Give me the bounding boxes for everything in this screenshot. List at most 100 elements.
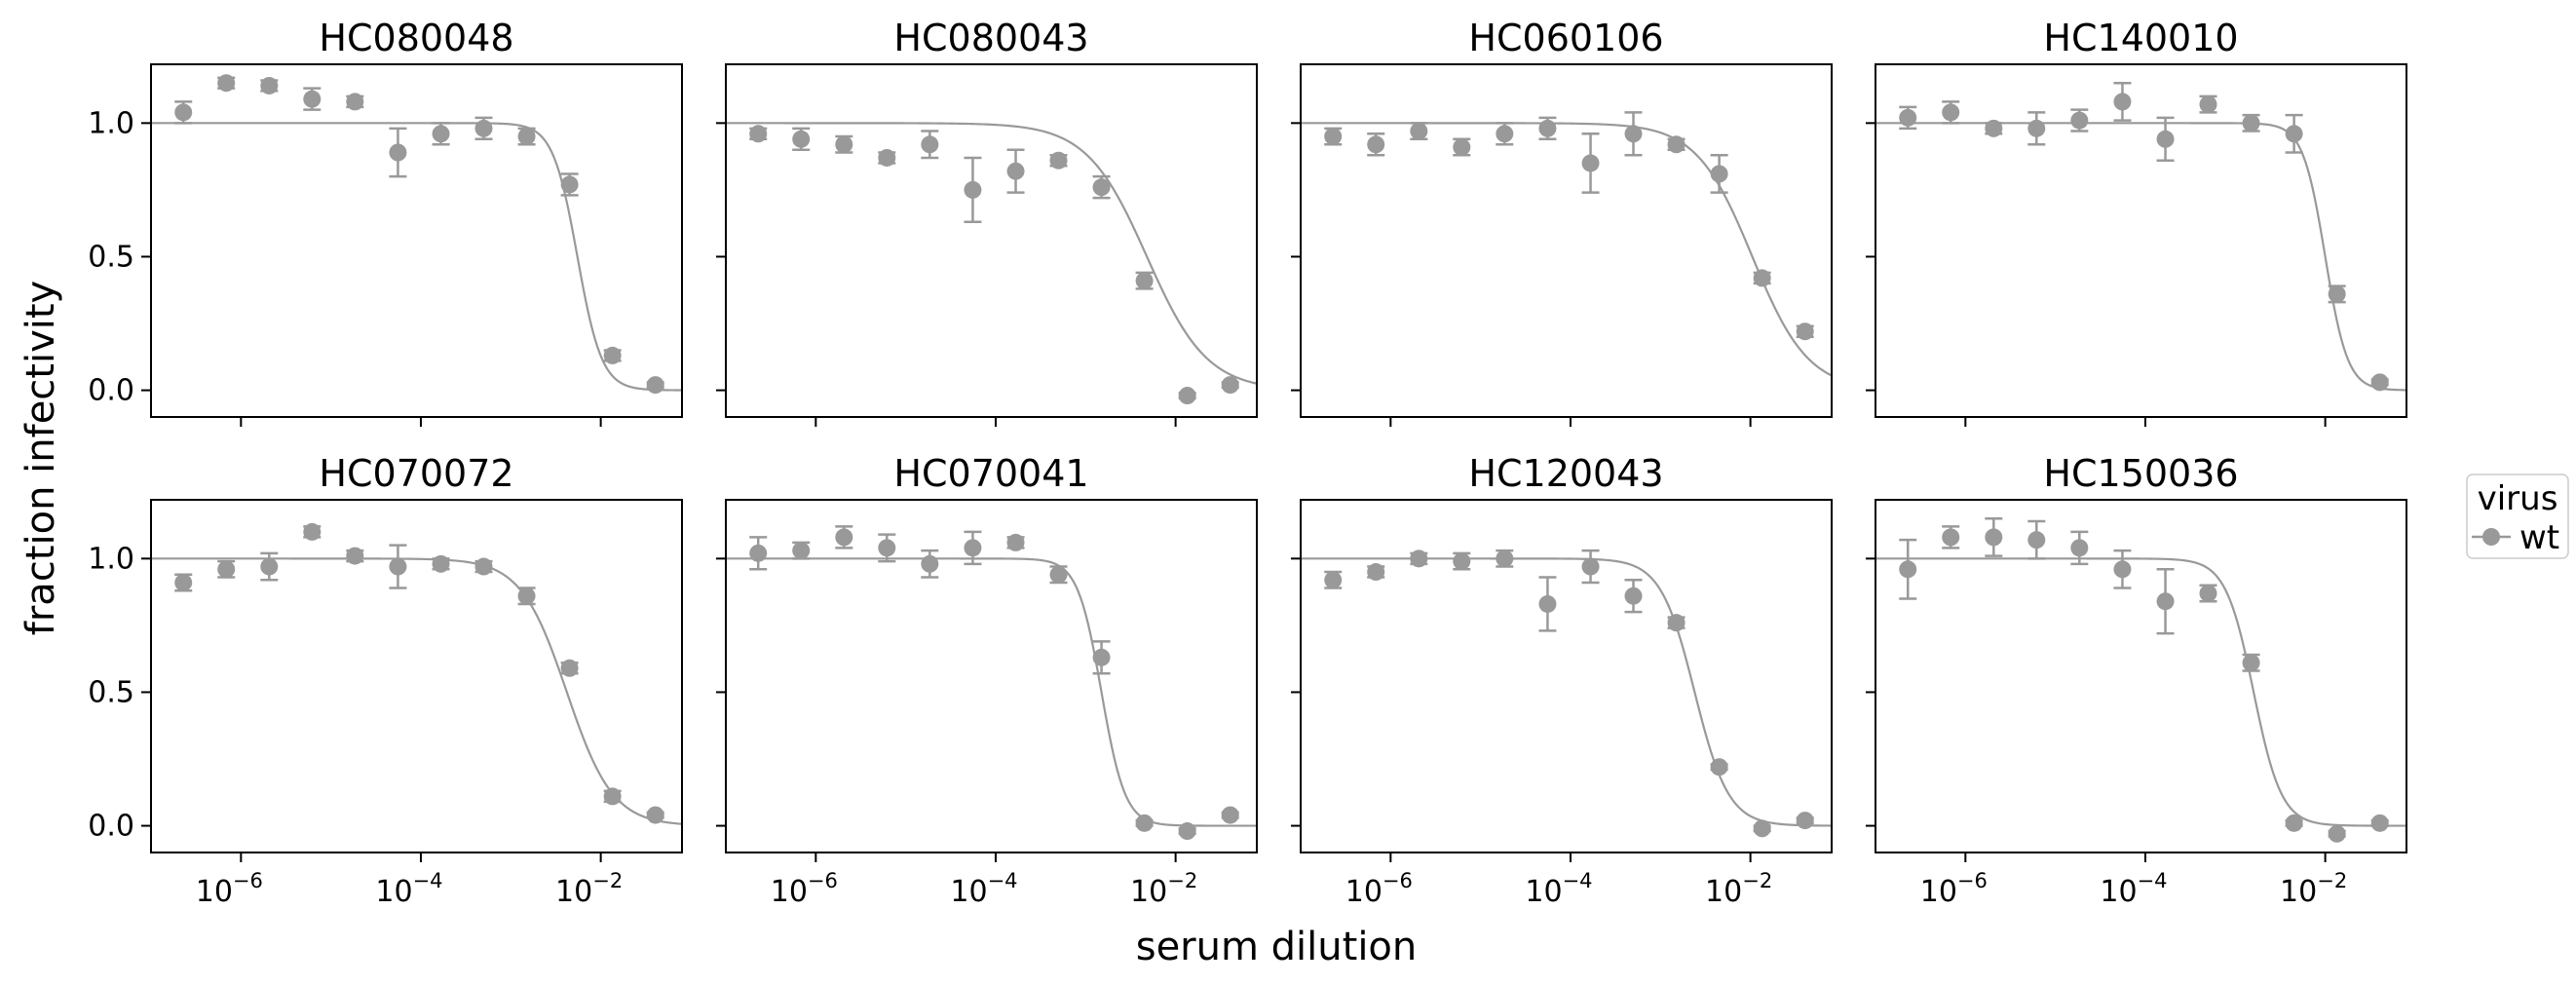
data-point bbox=[921, 135, 939, 154]
data-point bbox=[1092, 178, 1111, 197]
data-point bbox=[1006, 533, 1025, 551]
panel-title: HC140010 bbox=[2043, 17, 2238, 59]
x-tick-label: 10−2 bbox=[2280, 869, 2347, 909]
data-point bbox=[1453, 552, 1471, 571]
data-point bbox=[2285, 125, 2303, 143]
x-tick-label: 10−6 bbox=[1920, 869, 1988, 909]
data-point bbox=[1710, 165, 1728, 183]
panel-1: HC080048 0.0 0.5 1.0 bbox=[88, 17, 683, 427]
x-tick-base: 10 bbox=[1345, 875, 1383, 909]
data-point bbox=[2199, 95, 2217, 114]
data-point bbox=[646, 376, 664, 395]
panel-2: HC080043 bbox=[716, 17, 1258, 427]
data-point bbox=[2370, 814, 2389, 832]
plot-frame bbox=[1300, 499, 1833, 853]
plot-frame bbox=[150, 63, 683, 418]
fit-curve bbox=[726, 122, 1258, 385]
data-point bbox=[1942, 528, 1960, 547]
data-point bbox=[646, 806, 664, 824]
legend-title: virus bbox=[2478, 479, 2558, 518]
data-point bbox=[174, 574, 193, 592]
panel-title: HC060106 bbox=[1468, 17, 1663, 59]
data-point bbox=[303, 522, 322, 541]
data-point bbox=[2027, 531, 2046, 549]
plot-frame bbox=[150, 499, 683, 853]
data-point bbox=[2328, 284, 2346, 303]
fit-curve bbox=[151, 122, 683, 392]
data-point bbox=[603, 346, 622, 364]
x-tick-exponent: −6 bbox=[1957, 869, 1988, 892]
data-point bbox=[1324, 571, 1343, 589]
data-point bbox=[1006, 162, 1025, 180]
data-point bbox=[346, 93, 364, 111]
panels-grid: HC080048 0.0 0.5 1.0 HC080043 HC060106 HC14001… bbox=[88, 17, 2407, 909]
data-point bbox=[1178, 387, 1196, 405]
data-point bbox=[517, 128, 536, 146]
y-tick-label: 0.5 bbox=[88, 240, 134, 274]
data-point bbox=[1796, 812, 1814, 830]
data-point bbox=[217, 560, 236, 579]
data-point bbox=[1667, 135, 1686, 154]
data-point bbox=[2285, 814, 2303, 832]
data-point bbox=[2328, 824, 2346, 843]
x-tick-label: 10−2 bbox=[1130, 869, 1197, 909]
fit-curve bbox=[1301, 122, 1833, 377]
panel-title: HC080048 bbox=[319, 17, 513, 59]
plot-frame bbox=[1875, 63, 2407, 418]
data-point bbox=[835, 135, 853, 154]
y-axis-label: fraction infectivity bbox=[19, 281, 63, 635]
data-point bbox=[1753, 269, 1771, 287]
x-tick-exponent: −6 bbox=[1383, 869, 1413, 892]
data-point bbox=[792, 542, 811, 560]
data-point bbox=[1710, 758, 1728, 777]
data-point bbox=[2113, 560, 2132, 579]
data-point bbox=[1410, 122, 1428, 140]
data-point bbox=[260, 557, 279, 576]
x-tick-exponent: −4 bbox=[1563, 869, 1593, 892]
fit-curve bbox=[1301, 557, 1833, 827]
fit-curve bbox=[726, 557, 1257, 827]
data-point bbox=[1092, 648, 1111, 666]
data-point bbox=[1221, 376, 1239, 395]
plot-frame bbox=[725, 63, 1258, 418]
panel-title: HC150036 bbox=[2043, 452, 2238, 495]
data-point bbox=[1049, 565, 1068, 584]
data-point bbox=[964, 539, 982, 557]
x-tick-label: 10−4 bbox=[950, 869, 1017, 909]
x-tick-base: 10 bbox=[555, 875, 592, 909]
data-point bbox=[749, 125, 768, 143]
data-point bbox=[2113, 93, 2132, 111]
data-point bbox=[560, 659, 579, 677]
y-tick-label: 1.0 bbox=[88, 542, 134, 576]
data-point bbox=[1538, 119, 1557, 137]
data-point bbox=[1367, 563, 1385, 582]
legend: virus wt bbox=[2466, 474, 2569, 559]
panel-title: HC120043 bbox=[1468, 452, 1663, 495]
data-point bbox=[2070, 539, 2089, 557]
data-point bbox=[389, 557, 407, 576]
data-point bbox=[1453, 138, 1471, 157]
data-point bbox=[1221, 806, 1239, 824]
x-tick-exponent: −2 bbox=[592, 869, 623, 892]
x-tick-base: 10 bbox=[1920, 875, 1957, 909]
data-point bbox=[2242, 114, 2260, 133]
data-point bbox=[792, 130, 811, 148]
x-tick-base: 10 bbox=[375, 875, 412, 909]
data-point bbox=[1367, 135, 1385, 154]
data-point bbox=[1324, 128, 1343, 146]
data-point bbox=[1135, 272, 1154, 290]
data-point bbox=[749, 544, 768, 562]
x-tick-label: 10−2 bbox=[1705, 869, 1772, 909]
x-tick-exponent: −6 bbox=[808, 869, 838, 892]
x-tick-label: 10−4 bbox=[2100, 869, 2167, 909]
panel-3: HC060106 bbox=[1291, 17, 1833, 427]
x-tick-base: 10 bbox=[2100, 875, 2137, 909]
x-tick-exponent: −4 bbox=[2138, 869, 2168, 892]
data-point bbox=[1410, 549, 1428, 568]
fit-curve bbox=[151, 557, 683, 825]
x-tick-label: 10−2 bbox=[555, 869, 623, 909]
data-point bbox=[603, 787, 622, 806]
